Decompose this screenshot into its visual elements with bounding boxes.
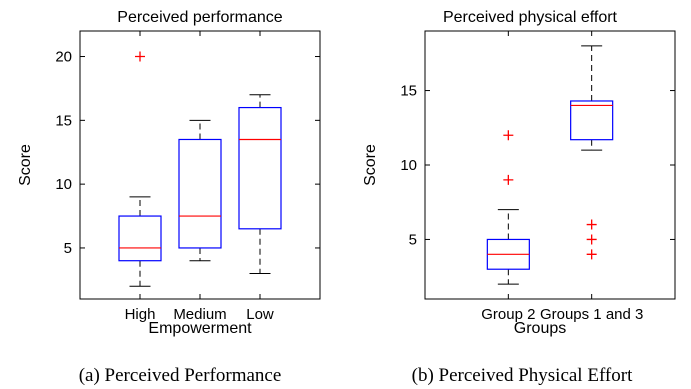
y-tick-label: 5 [409,231,417,248]
y-tick-label: 10 [55,176,72,193]
x-tick-label: Low [246,306,274,323]
chart-b-x-ticks: Group 2 Groups 1 and 3 [481,31,643,323]
outlier-marker [503,130,514,141]
chart-a-x-ticks: High Medium Low [125,31,274,323]
x-tick-label: Medium [173,306,226,323]
iqr-box [118,215,162,262]
y-tick-label: 5 [64,240,72,257]
y-tick-label: 15 [55,112,72,129]
iqr-box [570,100,614,141]
outlier-marker [586,219,597,230]
x-tick-label: Group 2 [481,306,535,323]
iqr-box [178,138,222,249]
chart-a-xlabel: Empowerment [148,320,252,337]
y-tick-label: 10 [400,157,417,174]
chart-a-boxes [118,51,282,287]
x-tick-label: High [125,306,156,323]
chart-a-title: Perceived performance [117,9,283,26]
chart-b-title: Perceived physical effort [443,9,618,26]
outlier-marker [503,174,514,185]
chart-b-ylabel: Score [362,144,379,186]
y-tick-label: 15 [400,83,417,100]
chart-panel-a: Perceived performance 5 10 15 20 High Medium… [17,9,321,386]
chart-b-axes-frame [424,30,676,300]
chart-a-y-ticks: 5 10 15 20 [55,49,320,257]
outlier-marker [135,51,145,62]
outlier-marker [586,234,597,245]
chart-b-boxes [486,45,614,285]
caption-a: (a) Perceived Performance [79,365,282,386]
iqr-box [238,106,282,230]
outlier-marker [586,249,597,260]
chart-b-xlabel: Groups [514,320,566,337]
caption-b: (b) Perceived Physical Effort [412,365,633,386]
x-tick-label: Groups 1 and 3 [540,306,643,323]
chart-b-y-ticks: 5 10 15 [400,83,675,248]
y-tick-label: 20 [55,49,72,66]
chart-a-ylabel: Score [17,144,34,186]
